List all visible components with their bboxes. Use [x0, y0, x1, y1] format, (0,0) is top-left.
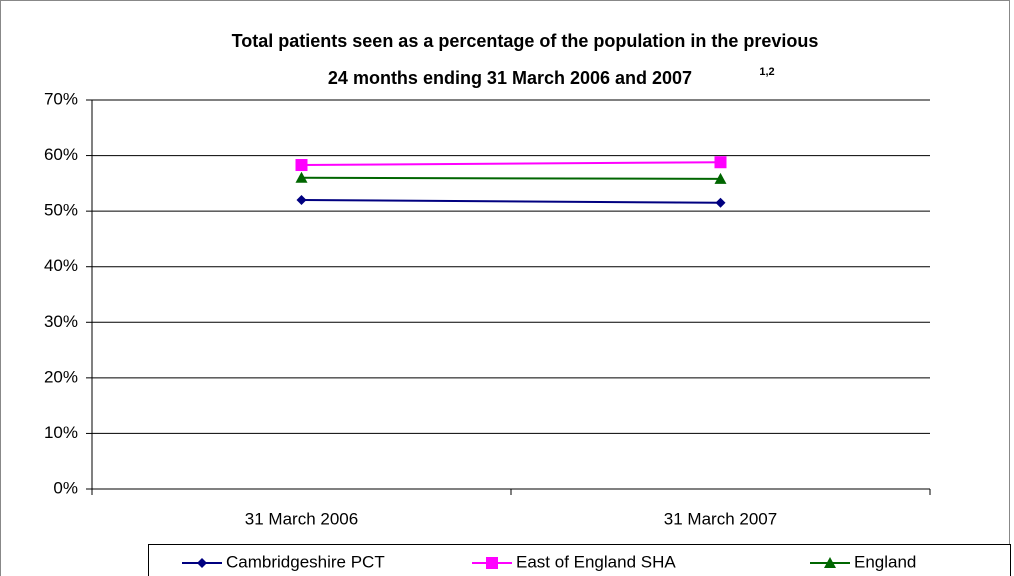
- chart-title: Total patients seen as a percentage of t…: [232, 31, 819, 51]
- y-tick-label: 60%: [44, 145, 78, 164]
- data-point: [714, 156, 727, 169]
- legend-box: [148, 544, 1011, 576]
- legend-label: East of England SHA: [516, 552, 676, 571]
- data-point: [295, 171, 308, 183]
- y-tick-label: 30%: [44, 312, 78, 331]
- legend-marker: [824, 557, 836, 568]
- legend-label: England: [854, 552, 916, 571]
- legend-marker: [486, 557, 498, 569]
- x-tick-label: 31 March 2006: [245, 509, 358, 528]
- series-line: [301, 199, 721, 204]
- chart-subtitle: 24 months ending 31 March 2006 and 2007: [328, 68, 692, 88]
- y-tick-label: 20%: [44, 367, 78, 386]
- series-line: [301, 176, 721, 180]
- title-superscript: 1,2: [759, 66, 774, 78]
- legend-marker: [197, 558, 207, 568]
- data-point: [296, 195, 307, 206]
- legend-label: Cambridgeshire PCT: [226, 552, 385, 571]
- y-tick-label: 70%: [44, 89, 78, 108]
- x-tick-label: 31 March 2007: [664, 509, 777, 528]
- y-tick-label: 0%: [53, 478, 78, 497]
- y-tick-label: 10%: [44, 423, 78, 442]
- y-tick-label: 50%: [44, 201, 78, 220]
- series-line: [301, 161, 721, 167]
- data-point: [714, 172, 727, 184]
- data-point: [295, 159, 308, 172]
- y-tick-label: 40%: [44, 256, 78, 275]
- data-point: [715, 197, 726, 208]
